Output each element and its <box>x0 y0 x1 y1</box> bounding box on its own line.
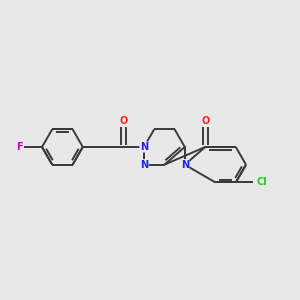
Text: N: N <box>140 142 148 152</box>
Text: O: O <box>201 116 209 126</box>
Text: F: F <box>16 142 22 152</box>
Text: N: N <box>140 160 148 170</box>
Text: N: N <box>181 160 189 170</box>
Text: Cl: Cl <box>256 177 267 188</box>
Text: O: O <box>119 116 128 126</box>
